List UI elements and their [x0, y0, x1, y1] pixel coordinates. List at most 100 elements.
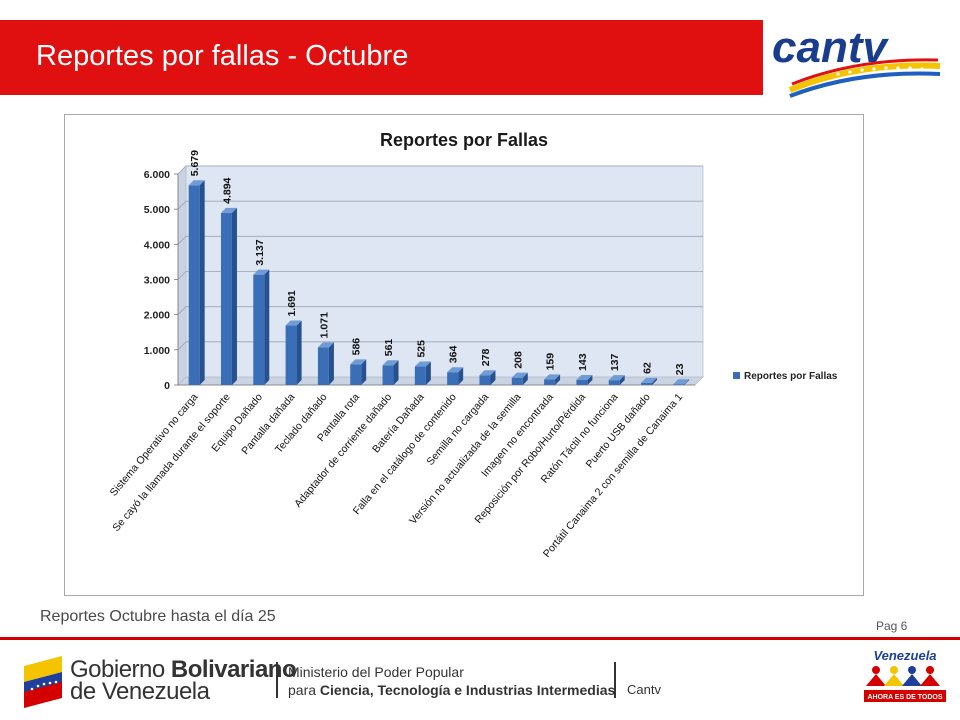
bar-top: [608, 375, 625, 381]
company-label: Cantv: [627, 682, 661, 697]
bar-front: [511, 377, 523, 385]
bar-side: [684, 379, 690, 385]
bar-top: [544, 374, 561, 380]
venezuela-ahora-badge: Venezuela AHORA ES DE TODOS: [864, 648, 946, 702]
data-label: 62: [642, 362, 654, 374]
gridline-diag: [177, 236, 187, 245]
bar-side: [231, 207, 237, 385]
ministry-line1: Ministerio del Poder Popular: [288, 664, 464, 680]
bar: [608, 375, 625, 385]
data-label: 278: [480, 349, 492, 367]
bar-side: [555, 374, 561, 385]
logo-stars: [836, 66, 924, 76]
chart-legend: Reportes por Fallas: [733, 371, 838, 382]
people-icons: [866, 666, 940, 686]
note-text: Reportes Octubre hasta el día 25: [40, 608, 276, 625]
data-label: 364: [448, 346, 460, 364]
bar-top: [285, 320, 302, 326]
bar-top: [414, 361, 431, 367]
gobierno-label: Gobierno Bolivariano: [70, 656, 297, 683]
bar: [511, 372, 528, 385]
bar-front: [608, 380, 620, 385]
data-label: 1.691: [286, 290, 298, 316]
data-label: 5.679: [189, 150, 201, 176]
chart-title: Reportes por Fallas: [380, 130, 548, 150]
gridline-diag: [177, 341, 187, 351]
bar-front: [188, 185, 200, 385]
bar-front: [414, 366, 426, 385]
venezuela-flag-icon: [24, 656, 62, 708]
bar-chart: Reportes por Fallas 0 1.000 2.000 3.000 4.00…: [108, 130, 838, 560]
bar-front: [350, 364, 362, 385]
y-tick-label: 2.000: [144, 310, 170, 322]
data-label: 1.071: [318, 312, 330, 338]
bar-side: [522, 372, 528, 385]
bar: [350, 359, 367, 385]
bar-side: [199, 180, 205, 385]
bar-top: [350, 359, 367, 365]
bar-top: [253, 269, 270, 275]
chart-frame: Reportes por Fallas 0 1.000 2.000 3.000 4.00…: [64, 114, 864, 596]
logo-swoosh-red: [791, 58, 939, 86]
bar-top: [641, 377, 658, 383]
bar-top: [447, 367, 464, 373]
gridline-diag: [177, 200, 187, 210]
data-label: 561: [383, 339, 395, 357]
bar-front: [253, 274, 265, 385]
bar-side: [425, 361, 431, 385]
bar: [576, 374, 593, 385]
badge-title: Venezuela: [873, 648, 936, 663]
y-tick-label: 4.000: [144, 239, 170, 251]
bar-front: [641, 382, 653, 385]
data-label: 586: [351, 338, 363, 356]
slide-title: Reportes por fallas - Octubre: [36, 40, 409, 72]
bar-top: [382, 360, 399, 366]
y-tick-label: 3.000: [144, 275, 170, 287]
bar-front: [576, 379, 588, 385]
x-tick-label: Se cayó la llamada durante el soporte: [110, 391, 233, 534]
bar-front: [317, 347, 329, 385]
bar-side: [328, 342, 334, 385]
data-label: 23: [674, 363, 686, 375]
bar: [285, 320, 302, 385]
bar-side: [490, 370, 496, 385]
bar-front: [382, 365, 394, 385]
footer: Gobierno Bolivariano de Venezuela Minist…: [0, 640, 960, 720]
bar-top: [511, 372, 528, 378]
venezuela-label: de Venezuela: [70, 678, 210, 705]
bar-side: [296, 320, 302, 385]
y-tick-label: 6.000: [144, 169, 170, 181]
page-number: Pag 6: [876, 619, 908, 633]
bar-front: [673, 384, 685, 385]
bar: [641, 377, 658, 385]
bar-top: [317, 342, 334, 348]
logo-text: cantv: [772, 23, 889, 72]
bar: [382, 360, 399, 385]
title-bar: Reportes por fallas - Octubre: [0, 20, 763, 95]
y-tick-label: 1.000: [144, 345, 170, 357]
footer-separator: [614, 662, 616, 698]
y-tick-label: 5.000: [144, 204, 170, 216]
badge-subtitle: AHORA ES DE TODOS: [867, 694, 942, 701]
footer-divider: [0, 637, 960, 640]
bar: [447, 367, 464, 385]
gridline-diag: [177, 271, 187, 280]
y-tick-label: 0: [164, 380, 170, 392]
data-label: 137: [609, 354, 621, 372]
data-label: 4.894: [221, 177, 233, 203]
bar: [220, 207, 237, 385]
bar-top: [188, 180, 205, 186]
bar: [317, 342, 334, 385]
bar-side: [619, 375, 625, 385]
data-label: 159: [545, 353, 557, 371]
bar-side: [393, 360, 399, 385]
logo-swoosh-blue: [789, 71, 941, 98]
bar-top: [673, 379, 690, 385]
bar-top: [576, 374, 593, 380]
bar-front: [220, 212, 232, 385]
bar: [479, 370, 496, 385]
data-label: 143: [577, 353, 589, 371]
bar-side: [458, 367, 464, 385]
legend-label: Reportes por Fallas: [744, 371, 838, 382]
badge-strip: [864, 690, 946, 702]
